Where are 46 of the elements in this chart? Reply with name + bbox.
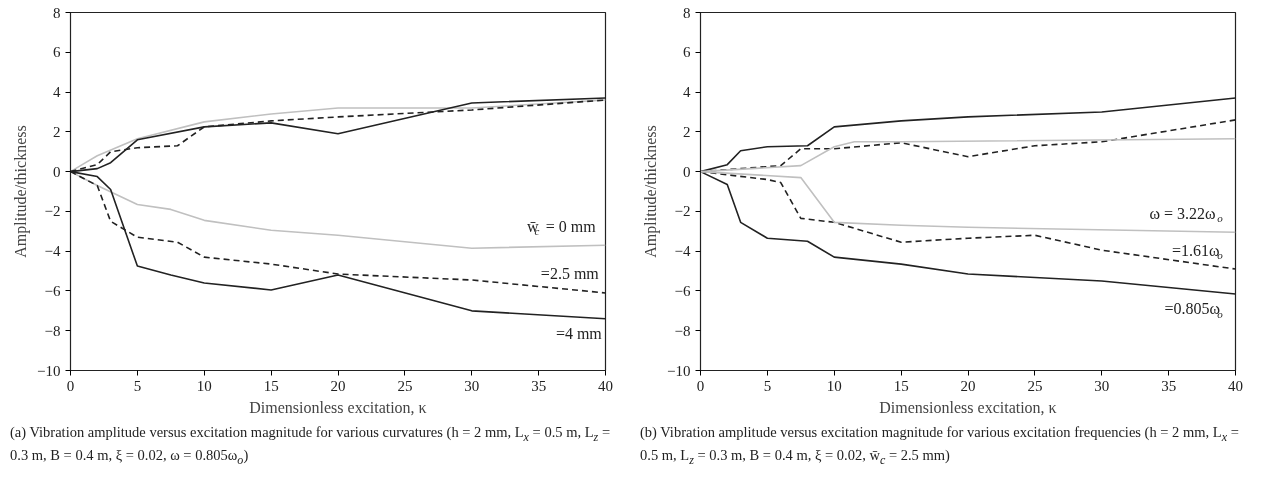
x-tick-label: 5	[133, 377, 142, 394]
y-tick-label: −2	[44, 203, 61, 220]
y-tick-label: 2	[683, 123, 691, 140]
x-axis-title: Dimensionless excitation, κ	[249, 398, 427, 416]
x-tick-label: 35	[531, 377, 547, 394]
x-tick-label: 0	[696, 377, 705, 394]
y-tick-label: 0	[683, 163, 691, 180]
y-axis-title: Amplitude/thickness	[12, 125, 31, 258]
x-tick-label: 5	[763, 377, 772, 394]
x-tick-label: 30	[1094, 377, 1110, 394]
x-tick-label: 20	[330, 377, 346, 394]
y-tick-label: 2	[53, 123, 61, 140]
x-axis-title: Dimensionless excitation, κ	[879, 398, 1057, 416]
y-tick-label: −10	[667, 362, 691, 379]
x-tick-label: 30	[464, 377, 480, 394]
x-tick-label: 25	[397, 377, 413, 394]
x-tick-label: 20	[960, 377, 976, 394]
y-tick-label: −8	[44, 322, 61, 339]
y-tick-label: 6	[53, 44, 61, 61]
y-axis-title: Amplitude/thickness	[642, 125, 661, 258]
x-tick-label: 40	[598, 377, 613, 394]
y-tick-label: −6	[44, 282, 61, 299]
x-tick-label: 35	[1161, 377, 1177, 394]
x-tick-label: 10	[826, 377, 842, 394]
y-tick-label: 6	[683, 44, 691, 61]
text: (a) Vibration amplitude versus excitation magnitude for various curvatures (h = 2 mm, L$_{x}$ = 0.5 m, L$_{z}$ = 0.3 m, B = 0.4 m, ξ = 0.02, ω = 0.805ω$_{o}$)	[10, 424, 611, 467]
y-tick-label: 4	[53, 84, 61, 101]
y-tick-label: 4	[683, 84, 691, 101]
y-tick-label: −8	[674, 322, 691, 339]
x-tick-label: 40	[1228, 377, 1243, 394]
y-tick-label: −6	[674, 282, 691, 299]
x-tick-label: 0	[66, 377, 75, 394]
y-tick-label: −2	[674, 203, 691, 220]
y-tick-label: 8	[53, 4, 61, 21]
x-tick-label: 10	[196, 377, 212, 394]
y-tick-label: 8	[683, 4, 691, 21]
text: (b) Vibration amplitude versus excitation magnitude for various excitation frequencies (h = 2 mm, L$_{x}$ = 0.5 m, L$_{z}$ = 0.3 m, B = 0.4 m, ξ = 0.02, w̄$_{c}$ = 2.5 mm)	[640, 424, 1239, 467]
x-tick-label: 15	[263, 377, 279, 394]
y-tick-label: −4	[44, 243, 61, 260]
series-label: =2.5 mm	[540, 265, 600, 283]
x-tick-label: 15	[893, 377, 909, 394]
y-tick-label: −4	[674, 243, 691, 260]
y-tick-label: 0	[53, 163, 61, 180]
x-tick-label: 25	[1027, 377, 1043, 394]
series-label: =4 mm	[555, 325, 603, 343]
y-tick-label: −10	[37, 362, 61, 379]
